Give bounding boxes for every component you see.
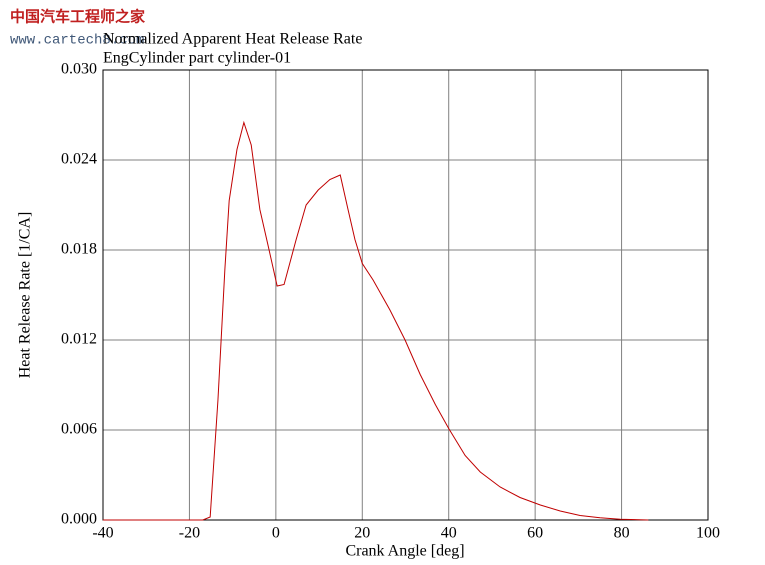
x-tick-label: -20 [179,525,200,542]
x-axis-label: Crank Angle [deg] [345,543,464,560]
y-tick-label: 0.024 [61,151,97,168]
x-tick-label: 40 [441,525,457,542]
x-tick-label: 0 [272,525,280,542]
chart-title: Normalized Apparent Heat Release Rate [103,31,362,48]
y-tick-label: 0.006 [61,421,97,438]
data-line [103,120,649,521]
y-axis-label: Heat Release Rate [1/CA] [17,212,34,379]
x-tick-label: 100 [696,525,720,542]
y-tick-label: 0.000 [61,511,97,528]
x-tick-label: 20 [354,525,370,542]
x-tick-label: 80 [614,525,630,542]
chart-subtitle: EngCylinder part cylinder-01 [103,50,291,67]
y-tick-label: 0.012 [61,331,97,348]
plot-frame [102,69,709,521]
x-tick-label: -40 [92,525,113,542]
y-tick-label: 0.018 [61,241,97,258]
x-tick-label: 60 [527,525,543,542]
y-tick-label: 0.030 [61,61,97,78]
watermark-url: www.cartech8.com [10,33,144,49]
watermark: 中国汽车工程师之家 [10,8,145,26]
